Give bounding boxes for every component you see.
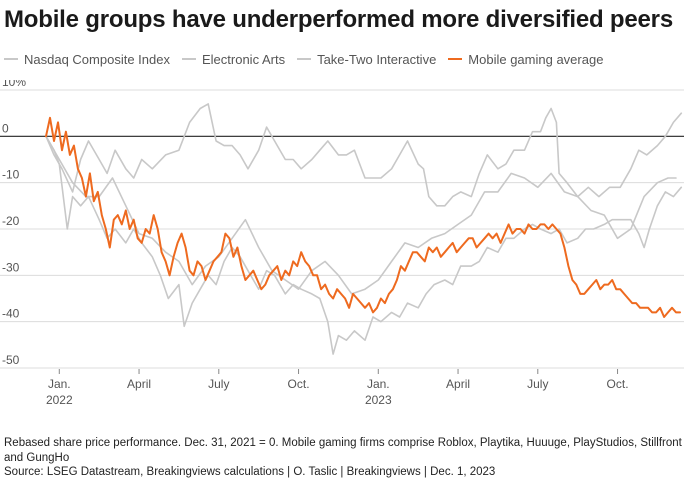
chart-title: Mobile groups have underperformed more d…: [4, 6, 673, 33]
y-tick-label: -10: [2, 168, 20, 182]
footnote: Rebased share price performance. Dec. 31…: [4, 437, 682, 464]
series-line-mobile-gaming-average: [45, 116, 681, 318]
x-tick-label: April: [446, 377, 470, 391]
legend-item-nasdaq: Nasdaq Composite Index: [4, 52, 170, 67]
x-tick-label: Oct.: [288, 377, 310, 391]
y-tick-label: -50: [2, 353, 20, 367]
x-year-label: 2023: [365, 393, 392, 407]
legend-label-take-two: Take-Two Interactive: [317, 51, 437, 67]
series-line-nasdaq-composite-index: [45, 135, 677, 295]
legend-label-mobile-gaming: Mobile gaming average: [468, 51, 604, 67]
source-line: Source: LSEG Datastream, Breakingviews c…: [4, 466, 496, 478]
y-tick-label: -30: [2, 260, 20, 274]
legend-label-nasdaq: Nasdaq Composite Index: [24, 51, 170, 67]
x-year-label: 2022: [46, 393, 73, 407]
line-chart: 10% 0 -10 -20 -30 -40 -50 Jan. April July Oct. Jan.…: [0, 80, 684, 407]
legend-item-mobile-gaming: Mobile gaming average: [448, 52, 603, 67]
y-tick-label: -40: [2, 307, 20, 321]
legend-swatch-nasdaq: [4, 58, 18, 60]
series-line-take-two-interactive: [45, 135, 683, 355]
legend-swatch-electronic-arts: [181, 58, 196, 60]
x-tick-label: Jan.: [367, 377, 390, 391]
legend-swatch-take-two: [297, 58, 312, 60]
legend-item-electronic-arts: Electronic Arts: [181, 51, 286, 67]
y-tick-label: -20: [2, 214, 20, 228]
legend: Nasdaq Composite Index Electronic Arts T…: [4, 50, 615, 68]
x-tick-label: July: [208, 377, 229, 391]
x-tick-label: Jan.: [48, 377, 71, 391]
x-tick-label: April: [127, 377, 151, 391]
x-tick-label: July: [527, 377, 548, 391]
x-tick-label: Oct.: [607, 377, 629, 391]
y-tick-label: 10%: [2, 80, 26, 89]
legend-label-electronic-arts: Electronic Arts: [201, 51, 286, 67]
y-tick-label: 0: [2, 121, 9, 135]
legend-item-take-two: Take-Two Interactive: [297, 52, 436, 67]
legend-swatch-mobile-gaming: [448, 58, 463, 60]
series-line-electronic-arts: [45, 103, 683, 207]
